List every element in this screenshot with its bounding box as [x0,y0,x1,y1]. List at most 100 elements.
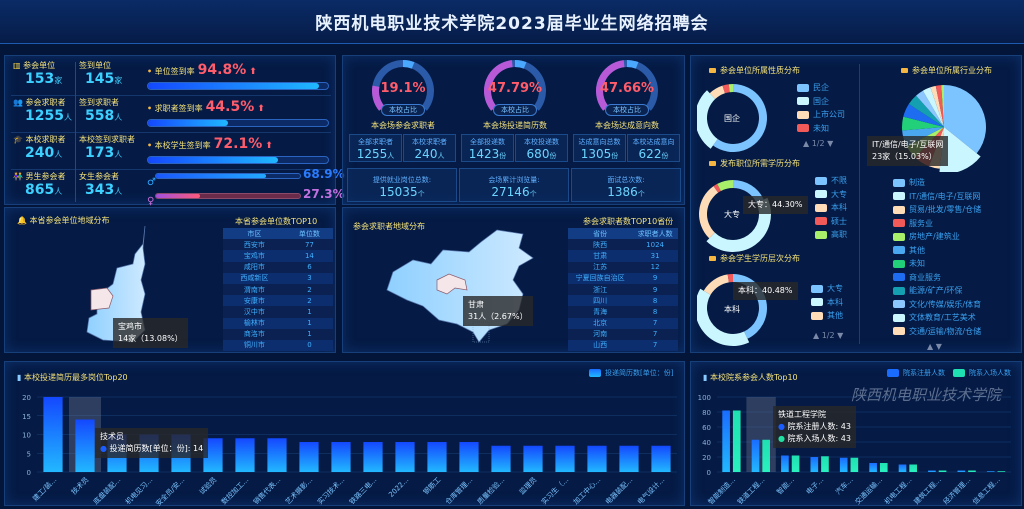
slice[interactable] [699,186,719,239]
pie-slice[interactable] [908,95,944,127]
bar[interactable] [267,438,287,472]
slice[interactable] [727,274,733,283]
student-edu-pager[interactable]: ▲ 1/2 ▼ [813,331,844,340]
pie-slice[interactable] [930,85,944,127]
legend-item[interactable]: 未知 [893,257,981,271]
bar[interactable] [523,445,543,472]
legend-item[interactable]: 文体教育/工艺美术 [893,311,981,325]
bar[interactable] [850,457,859,472]
bar[interactable] [938,470,947,473]
bar[interactable] [751,439,760,472]
bar[interactable] [986,471,995,472]
legend-item[interactable]: 不限 [815,174,847,188]
bar[interactable] [928,470,936,473]
legend-item[interactable]: 制造 [893,176,981,190]
bar[interactable] [909,464,917,473]
pie-slice[interactable] [939,127,981,172]
y-tick-label: 60 [702,424,711,432]
bar[interactable] [427,442,447,472]
pie-slice[interactable] [941,85,944,127]
bar[interactable] [363,442,383,472]
slice[interactable] [697,288,750,346]
pie-slice[interactable] [922,87,944,127]
slice[interactable] [706,197,771,252]
bar[interactable] [619,445,639,472]
bar[interactable] [839,457,848,472]
bar[interactable] [821,456,829,472]
legend-item[interactable]: 院系入场人数 [953,369,1011,377]
legend-item[interactable]: 文化/传媒/娱乐/体育 [893,298,981,312]
bar[interactable] [331,442,351,472]
nature-pager[interactable]: ▲ 1/2 ▼ [803,139,834,148]
legend-item[interactable]: 硕士 [815,215,847,229]
total-stat: 会场累计浏览量: 27146个 [459,168,569,202]
bar[interactable] [898,464,907,473]
slice[interactable] [713,183,721,193]
legend-item[interactable]: 服务业 [893,217,981,231]
legend-item[interactable]: 交通/运输/物流/仓储 [893,325,981,339]
slice[interactable] [722,84,730,94]
legend-item[interactable]: 上市公司 [797,108,845,122]
legend-item[interactable]: 商业服务 [893,271,981,285]
legend-item[interactable]: 房地产/建筑业 [893,230,981,244]
bar[interactable] [722,410,730,473]
legend-item[interactable]: 能源/矿产/环保 [893,284,981,298]
bar[interactable] [879,463,888,472]
department-legend[interactable]: 院系注册人数 院系入场人数 [887,367,1019,381]
bar[interactable] [587,445,607,472]
department-title: ▮ 本校院系参会人数Top10 [703,373,798,382]
slice[interactable] [709,85,725,100]
bar[interactable] [810,457,819,472]
bar[interactable] [869,463,877,472]
slice[interactable] [717,180,733,191]
building-icon: ▥ [13,61,21,70]
table-row: 安康市 2 [223,295,333,307]
legend-item[interactable]: 民企 [797,81,845,95]
bar[interactable] [791,455,800,473]
bar[interactable] [762,439,770,472]
bar[interactable] [968,470,976,473]
slice[interactable] [703,274,729,295]
legend-item[interactable]: IT/通信/电子/互联网 [893,190,981,204]
nature-donut[interactable] [697,78,777,158]
legend-item[interactable]: 未知 [797,122,845,136]
bar[interactable] [555,445,575,472]
bar[interactable] [459,442,479,472]
gauge-stat: 全部求职者 1255人 [349,134,402,162]
legend-item[interactable]: 贸易/批发/零售/仓储 [893,203,981,217]
legend-item[interactable]: 高职 [815,228,847,242]
china-map[interactable] [373,224,543,349]
slice[interactable] [713,84,767,152]
legend-item[interactable]: 本科 [811,296,843,310]
bar[interactable] [235,438,255,472]
hover-band [746,397,776,472]
pie-slice[interactable] [916,90,944,127]
bar[interactable] [651,445,671,472]
slice[interactable] [697,90,718,149]
legend-item[interactable]: 其他 [893,244,981,258]
legend-item[interactable]: 本科 [815,201,847,215]
bar[interactable] [43,397,63,472]
legend-item[interactable]: 大专 [811,282,843,296]
legend-item[interactable]: 其他 [811,309,843,323]
bar[interactable] [781,455,789,473]
bar[interactable] [395,442,415,472]
pie-slice[interactable] [944,85,986,154]
bar[interactable] [75,419,95,473]
bar[interactable] [732,410,741,473]
legend-item[interactable]: 国企 [797,95,845,109]
industry-pager[interactable]: ▲ ▼ [927,342,942,351]
bar[interactable] [491,445,511,472]
bar[interactable] [957,470,966,473]
bar[interactable] [997,471,1006,472]
pie-slice[interactable] [903,104,944,127]
bar[interactable] [299,442,319,472]
pie-slice[interactable] [902,116,944,131]
legend-item[interactable]: 院系注册人数 [887,369,945,377]
legend-item[interactable]: 大专 [815,188,847,202]
pie-slice[interactable] [935,85,944,127]
job-top20-legend[interactable]: 投递简历数[单位：份] [589,367,673,381]
shaanxi-map[interactable] [83,224,153,344]
table-row: 西安市 77 [223,239,333,251]
slice[interactable] [728,84,733,93]
